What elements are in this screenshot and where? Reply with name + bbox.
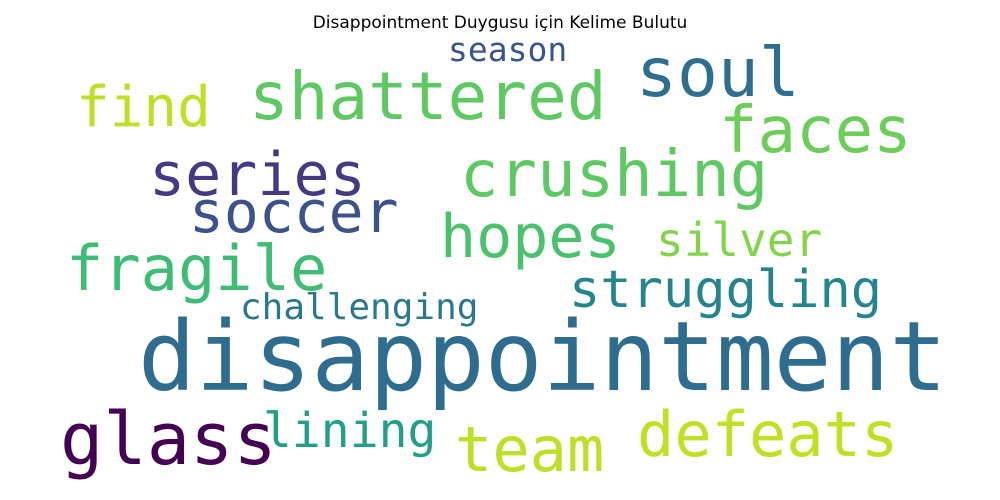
word-crushing: crushing (460, 138, 769, 212)
word-shattered: shattered (249, 58, 607, 135)
word-soul: soul (636, 34, 800, 113)
word-defeats: defeats (637, 398, 899, 471)
word-glass: glass (60, 397, 277, 481)
word-season: season (448, 30, 568, 69)
word-disappointment: disappointment (138, 301, 948, 413)
word-challenging: challenging (240, 287, 479, 328)
word-fragile: fragile (66, 232, 328, 305)
word-find: find (76, 75, 211, 140)
word-silver: silver (656, 213, 823, 267)
word-struggling: struggling (569, 260, 883, 320)
word-team: team (455, 413, 605, 486)
word-lining: lining (263, 403, 437, 459)
word-series: series (149, 140, 366, 210)
word-faces: faces (719, 94, 912, 168)
word-hopes: hopes (440, 202, 621, 272)
chart-title: Disappointment Duygusu için Kelime Bulut… (312, 13, 688, 33)
word-soccer: soccer (189, 178, 399, 246)
